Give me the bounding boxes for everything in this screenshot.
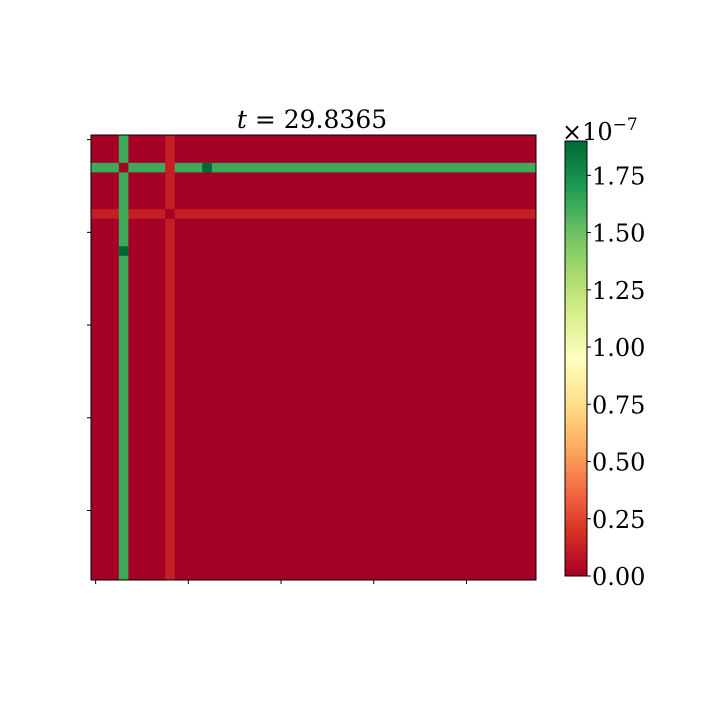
- colorbar-multiplier: ×10−7: [562, 115, 638, 146]
- heatmap-row-band: [91, 209, 536, 219]
- heatmap-cell: [118, 246, 129, 256]
- colorbar-tick-label: 0.25: [592, 506, 645, 534]
- colorbar-tick-label: 0.75: [592, 391, 645, 419]
- heatmap-row-band: [91, 162, 536, 173]
- chart-title: t = 29.8365: [237, 105, 387, 134]
- heatmap-background: [91, 135, 536, 580]
- colorbar-tick-label: 0.50: [592, 449, 645, 477]
- colorbar-tick-label: 1.75: [592, 162, 645, 190]
- axis-ticks: [87, 139, 467, 584]
- heatmap-cell: [165, 209, 175, 219]
- colorbar-tick-label: 1.50: [592, 220, 645, 248]
- heatmap-cell: [118, 162, 129, 173]
- heatmap-column-band: [165, 135, 175, 580]
- heatmap-column-band: [118, 135, 129, 580]
- colorbar-multiplier-base: ×10: [562, 118, 613, 146]
- heatmap-cell: [202, 162, 212, 173]
- title-variable: t: [237, 105, 248, 134]
- title-value: 29.8365: [284, 105, 387, 134]
- heatmap: [91, 135, 536, 580]
- colorbar-tick-label: 1.25: [592, 277, 645, 305]
- title-equals: =: [247, 105, 284, 134]
- colorbar-tick-label: 1.00: [592, 334, 645, 362]
- heatmap-frame: [90, 134, 537, 581]
- colorbar: [564, 140, 588, 577]
- colorbar-tick-label: 0.00: [592, 563, 645, 591]
- colorbar-multiplier-exponent: −7: [613, 115, 638, 135]
- colorbar-ticks: 0.00 0.25 0.50 0.75 1.00 1.25 1.50 1.75: [587, 162, 645, 591]
